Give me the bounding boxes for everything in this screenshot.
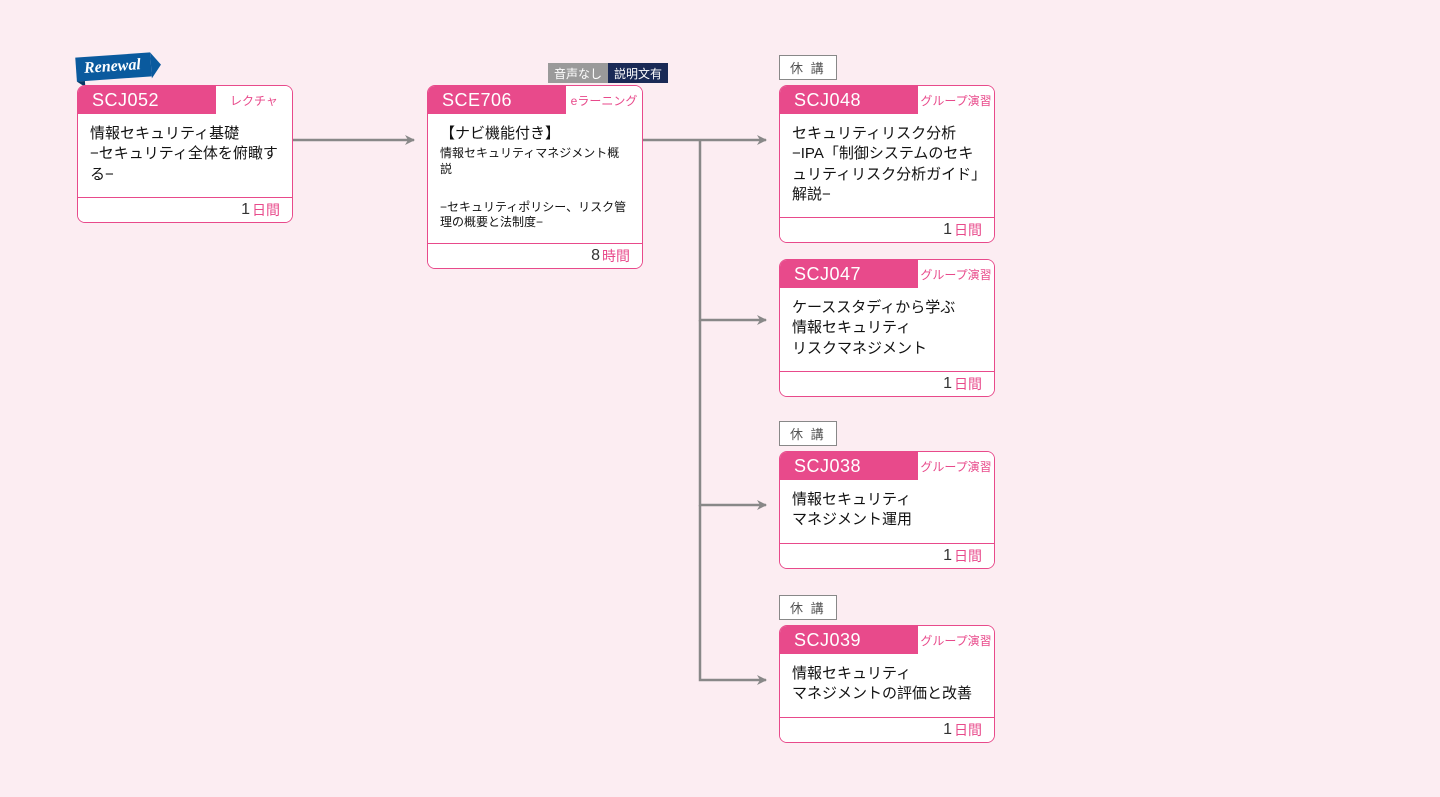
course-node-SCJ039[interactable]: SCJ039グループ演習情報セキュリティマネジメントの評価と改善1日間 — [779, 625, 995, 743]
suspended-label: 休 講 — [779, 595, 837, 620]
duration-unit: 日間 — [954, 546, 982, 566]
course-type-badge: グループ演習 — [917, 452, 994, 480]
duration-number: 1 — [943, 375, 952, 393]
duration-unit: 日間 — [954, 720, 982, 740]
course-code: SCJ052 — [78, 86, 215, 114]
course-title: 情報セキュリティ基礎 −セキュリティ全体を俯瞰する− — [78, 114, 292, 197]
course-node-SCJ038[interactable]: SCJ038グループ演習情報セキュリティマネジメント運用1日間 — [779, 451, 995, 569]
course-title-sub2: −セキュリティポリシー、リスク管理の概要と法制度− — [440, 200, 630, 231]
edge-SCE706-SCJ047 — [700, 140, 766, 320]
edge-SCE706-SCJ038 — [700, 320, 766, 505]
course-type-badge: eラーニング — [565, 86, 642, 114]
audio-tag-right: 説明文有 — [608, 63, 668, 83]
course-code: SCJ047 — [780, 260, 917, 288]
course-type-badge: グループ演習 — [917, 86, 994, 114]
duration-unit: 日間 — [252, 200, 280, 220]
duration-number: 8 — [591, 247, 600, 265]
course-title-sub: −セキュリティ全体を俯瞰する− — [90, 145, 278, 182]
suspended-label: 休 講 — [779, 55, 837, 80]
course-duration: 1日間 — [78, 197, 292, 222]
course-code: SCJ039 — [780, 626, 917, 654]
course-duration: 1日間 — [780, 217, 994, 242]
course-title-sub2: リスクマネジメント — [792, 340, 927, 357]
course-title: セキュリティリスク分析 −IPA「制御システムのセキュリティリスク分析ガイド」解説… — [780, 114, 994, 217]
renewal-text: Renewal — [75, 52, 151, 81]
course-code: SCJ048 — [780, 86, 917, 114]
course-code: SCE706 — [428, 86, 565, 114]
course-title-main: 情報セキュリティ — [792, 665, 911, 682]
edge-SCE706-SCJ039 — [700, 505, 766, 680]
course-title: ケーススタディから学ぶ情報セキュリティリスクマネジメント — [780, 288, 994, 371]
course-code: SCJ038 — [780, 452, 917, 480]
course-title: 情報セキュリティマネジメント運用 — [780, 480, 994, 543]
course-title-main: セキュリティリスク分析 — [792, 125, 956, 142]
course-title-main: 【ナビ機能付き】 — [440, 125, 560, 142]
audio-tag-left: 音声なし — [548, 63, 608, 83]
course-title: 【ナビ機能付き】情報セキュリティマネジメント概説 −セキュリティポリシー、リスク管… — [428, 114, 642, 243]
course-node-SCJ052[interactable]: SCJ052レクチャ情報セキュリティ基礎 −セキュリティ全体を俯瞰する− 1日間 — [77, 85, 293, 223]
course-node-SCJ047[interactable]: SCJ047グループ演習ケーススタディから学ぶ情報セキュリティリスクマネジメント… — [779, 259, 995, 397]
course-node-SCE706[interactable]: SCE706eラーニング【ナビ機能付き】情報セキュリティマネジメント概説 −セキュ… — [427, 85, 643, 269]
course-title-sub: マネジメント運用 — [792, 511, 912, 528]
duration-number: 1 — [943, 547, 952, 565]
course-node-SCJ048[interactable]: SCJ048グループ演習セキュリティリスク分析 −IPA「制御システムのセキュリテ… — [779, 85, 995, 243]
renewal-ribbon: Renewal — [75, 52, 151, 81]
duration-unit: 時間 — [602, 246, 630, 266]
course-duration: 1日間 — [780, 371, 994, 396]
course-type-badge: レクチャ — [215, 86, 292, 114]
course-title-sub: 情報セキュリティマネジメント概説 — [440, 146, 630, 177]
duration-unit: 日間 — [954, 220, 982, 240]
course-title-main: 情報セキュリティ — [792, 491, 911, 508]
course-duration: 8時間 — [428, 243, 642, 268]
course-type-badge: グループ演習 — [917, 260, 994, 288]
duration-unit: 日間 — [954, 374, 982, 394]
duration-number: 1 — [943, 721, 952, 739]
course-title-sub: 情報セキュリティ — [792, 319, 911, 336]
course-title: 情報セキュリティマネジメントの評価と改善 — [780, 654, 994, 717]
course-title-main: 情報セキュリティ基礎 — [90, 125, 239, 142]
course-title-main: ケーススタディから学ぶ — [792, 299, 955, 316]
suspended-label: 休 講 — [779, 421, 837, 446]
course-type-badge: グループ演習 — [917, 626, 994, 654]
course-duration: 1日間 — [780, 543, 994, 568]
course-duration: 1日間 — [780, 717, 994, 742]
duration-number: 1 — [241, 201, 250, 219]
duration-number: 1 — [943, 221, 952, 239]
audio-tag: 音声なし説明文有 — [548, 63, 668, 83]
course-title-sub: マネジメントの評価と改善 — [792, 685, 972, 702]
course-title-sub: −IPA「制御システムのセキュリティリスク分析ガイド」解説− — [792, 145, 979, 203]
diagram-canvas: Renewal SCJ052レクチャ情報セキュリティ基礎 −セキュリティ全体を俯瞰す… — [0, 0, 1440, 797]
